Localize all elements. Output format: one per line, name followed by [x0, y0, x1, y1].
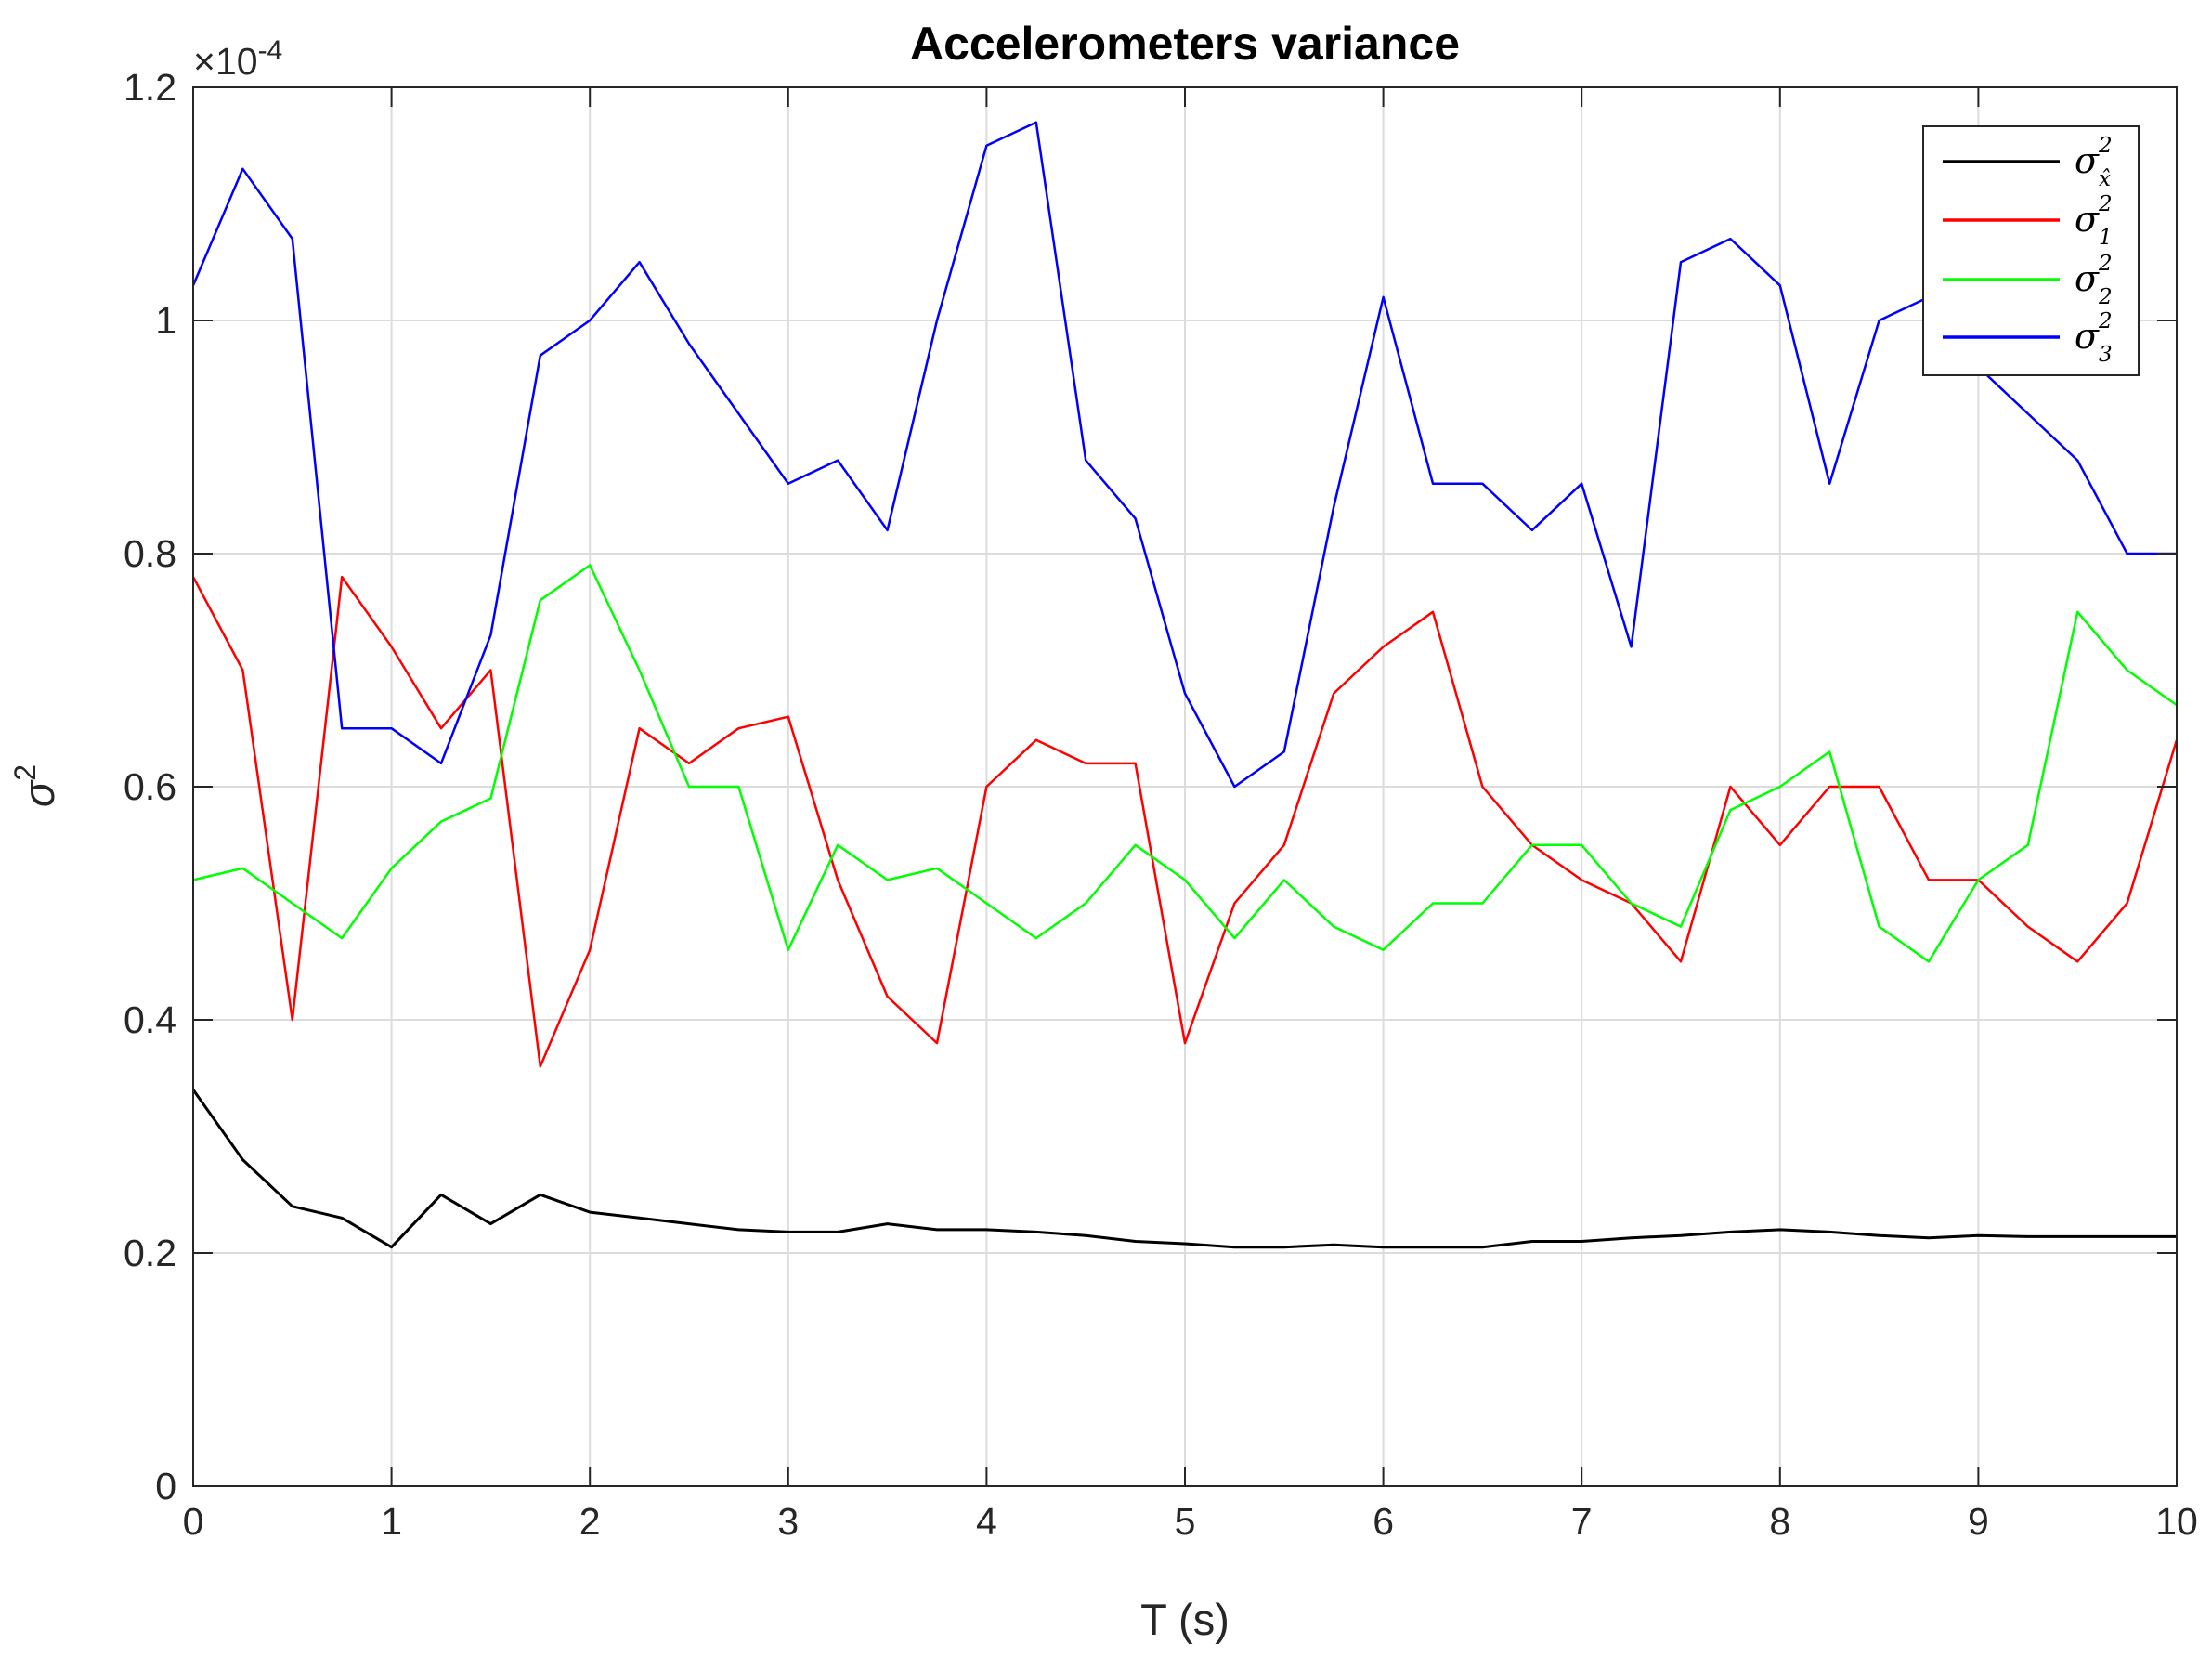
x-tick-label: 4 — [976, 1500, 997, 1543]
y-exponent-prefix: ×10 — [193, 40, 258, 83]
y-tick-label: 0.2 — [124, 1232, 176, 1274]
y-tick-label: 0.4 — [124, 998, 176, 1041]
y-exponent-value: -4 — [258, 35, 283, 66]
series-line-3 — [192, 564, 2178, 963]
y-exponent-label: ×10-4 — [193, 35, 282, 83]
x-axis-label: T (s) — [1140, 1595, 1230, 1644]
legend-entry-1: σ2 x̂ — [2075, 134, 2113, 191]
chart-title: Accelerometers variance — [910, 18, 1460, 70]
y-axis-label-superscript: 2 — [8, 764, 42, 781]
x-tick-label: 1 — [381, 1500, 402, 1543]
x-tick-label: 3 — [777, 1500, 799, 1543]
x-tick-label: 2 — [579, 1500, 601, 1543]
legend-entry-3: σ2 2 — [2075, 252, 2113, 309]
legend: σ2 x̂σ2 1σ2 2σ2 3 — [1922, 125, 2140, 376]
x-tick-label: 8 — [1769, 1500, 1790, 1543]
x-tick-label: 0 — [183, 1500, 204, 1543]
legend-entry-4: σ2 3 — [2075, 309, 2113, 367]
y-tick-label: 0.6 — [124, 765, 176, 808]
svg-text:σ2: σ2 — [8, 764, 63, 807]
y-axis-label: σ2 — [8, 764, 63, 807]
x-tick-label: 9 — [1968, 1500, 1989, 1543]
y-tick-label: 0.8 — [124, 532, 176, 575]
x-tick-label: 7 — [1571, 1500, 1593, 1543]
x-tick-label: 10 — [2155, 1500, 2198, 1543]
x-tick-label: 5 — [1175, 1500, 1196, 1543]
series-line-2 — [191, 575, 2179, 1068]
series-line-1 — [191, 1089, 2177, 1249]
y-tick-label: 0 — [155, 1465, 176, 1507]
legend-box — [1922, 125, 2140, 376]
legend-entry-2: σ2 1 — [2075, 192, 2113, 250]
series-lines — [191, 121, 2179, 1249]
series-line-4 — [191, 121, 2177, 789]
axis-ticks — [192, 86, 2178, 1487]
y-axis-label-symbol: σ — [14, 779, 63, 807]
tick-labels: 0 1 2 3 4 5 6 7 8 9 10 0 0.2 0.4 0.6 0.8 1 1.2 — [124, 66, 2198, 1543]
x-tick-label: 6 — [1373, 1500, 1394, 1543]
y-tick-label: 1 — [155, 299, 176, 342]
y-tick-label: 1.2 — [124, 66, 176, 109]
